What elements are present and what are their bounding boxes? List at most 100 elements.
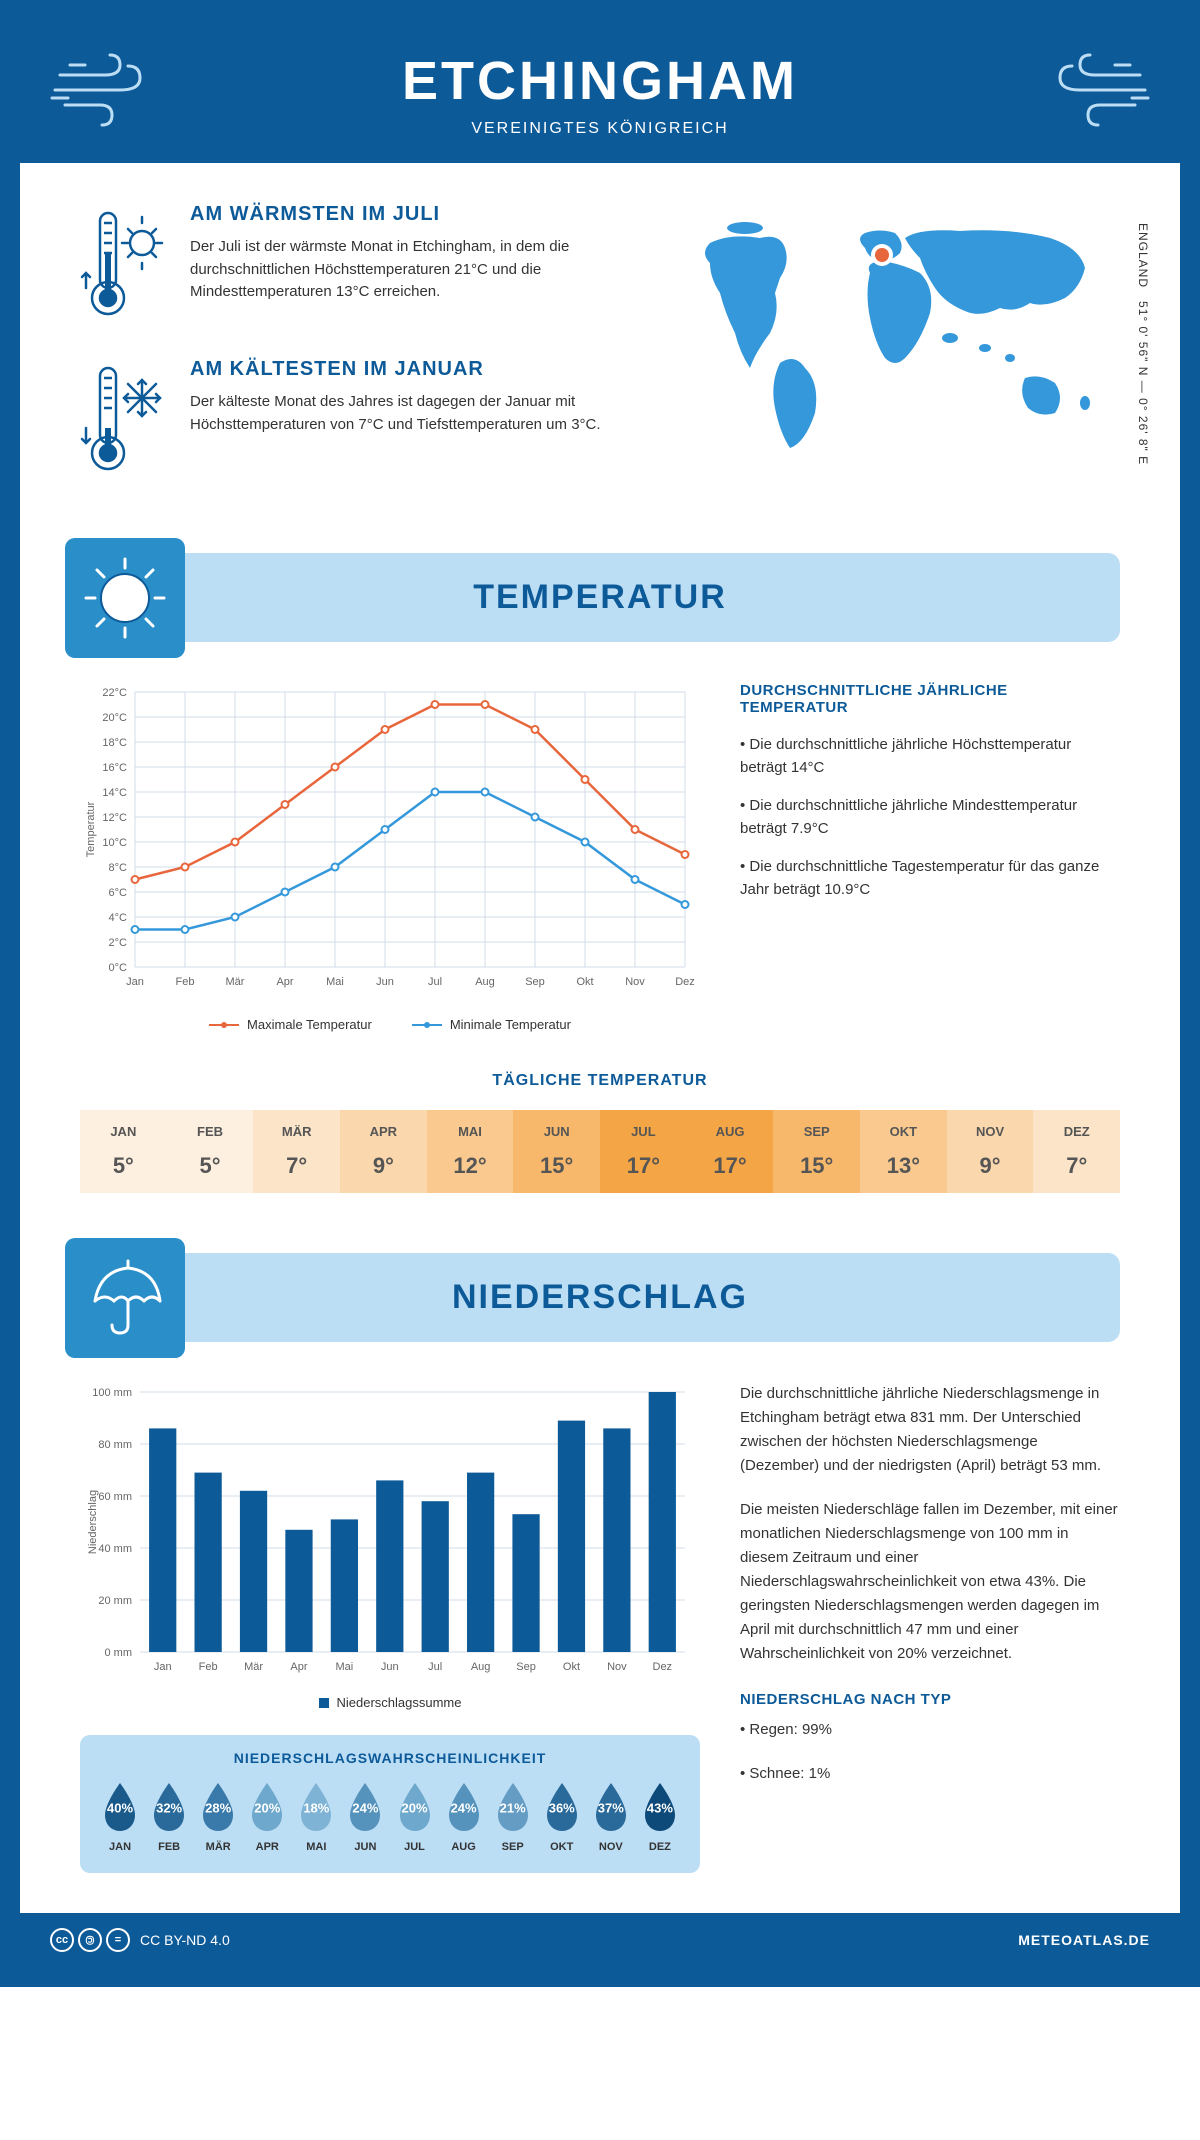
daily-temp-cell: JUL17° bbox=[600, 1110, 687, 1193]
cc-license-icons: cc 🄯 = bbox=[50, 1928, 130, 1952]
wind-icon bbox=[50, 50, 160, 130]
daily-temp-cell: MÄR7° bbox=[253, 1110, 340, 1193]
svg-text:Nov: Nov bbox=[607, 1661, 627, 1673]
probability-title: NIEDERSCHLAGSWAHRSCHEINLICHKEIT bbox=[98, 1750, 682, 1766]
probability-drop: 24%JUN bbox=[343, 1781, 387, 1853]
precip-type-heading: NIEDERSCHLAG NACH TYP bbox=[740, 1691, 1120, 1708]
precip-text: Die meisten Niederschläge fallen im Deze… bbox=[740, 1498, 1120, 1666]
daily-temp-cell: JUN15° bbox=[513, 1110, 600, 1193]
probability-drop: 28%MÄR bbox=[196, 1781, 240, 1853]
svg-text:20 mm: 20 mm bbox=[98, 1595, 132, 1607]
coldest-block: AM KÄLTESTEN IM JANUAR Der kälteste Mona… bbox=[80, 358, 620, 483]
daily-temp-cell: AUG17° bbox=[687, 1110, 774, 1193]
svg-text:100 mm: 100 mm bbox=[92, 1387, 132, 1399]
daily-temp-cell: FEB5° bbox=[167, 1110, 254, 1193]
probability-drop: 21%SEP bbox=[491, 1781, 535, 1853]
svg-text:6°C: 6°C bbox=[109, 887, 128, 899]
svg-text:Niederschlag: Niederschlag bbox=[87, 1490, 99, 1554]
daily-temp-strip: JAN5°FEB5°MÄR7°APR9°MAI12°JUN15°JUL17°AU… bbox=[80, 1110, 1120, 1193]
svg-text:Jun: Jun bbox=[376, 976, 394, 988]
precip-text: Die durchschnittliche jährliche Niedersc… bbox=[740, 1382, 1120, 1478]
probability-drop: 18%MAI bbox=[294, 1781, 338, 1853]
svg-text:Sep: Sep bbox=[525, 976, 545, 988]
temp-info-bullet: • Die durchschnittliche Tagestemperatur … bbox=[740, 856, 1120, 901]
svg-text:10°C: 10°C bbox=[102, 837, 127, 849]
temp-info-bullet: • Die durchschnittliche jährliche Höchst… bbox=[740, 734, 1120, 779]
svg-text:14°C: 14°C bbox=[102, 787, 127, 799]
thermometer-sun-icon bbox=[80, 203, 170, 323]
svg-text:Temperatur: Temperatur bbox=[85, 801, 97, 857]
precipitation-header: NIEDERSCHLAG bbox=[80, 1253, 1120, 1342]
thermometer-snow-icon bbox=[80, 358, 170, 478]
svg-text:Jan: Jan bbox=[154, 1661, 172, 1673]
intro-section: AM WÄRMSTEN IM JULI Der Juli ist der wär… bbox=[80, 203, 1120, 513]
warmest-text: Der Juli ist der wärmste Monat in Etchin… bbox=[190, 236, 620, 304]
precipitation-bar-chart: 0 mm 20 mm 40 mm 60 mm 80 mm 100 mm Niederschl… bbox=[80, 1382, 700, 1682]
bar-chart-legend: Niederschlagssumme bbox=[80, 1695, 700, 1710]
site-name: METEOATLAS.DE bbox=[1018, 1932, 1150, 1948]
coordinates: ENGLAND 51° 0' 56" N — 0° 26' 8" E bbox=[1136, 223, 1150, 465]
svg-text:Dez: Dez bbox=[675, 976, 695, 988]
svg-text:Okt: Okt bbox=[576, 976, 593, 988]
svg-text:Sep: Sep bbox=[516, 1661, 536, 1673]
probability-drop: 20%JUL bbox=[392, 1781, 436, 1853]
svg-text:40 mm: 40 mm bbox=[98, 1543, 132, 1555]
temperature-line-chart: 0°C2°C4°C6°C8°C10°C12°C14°C16°C18°C20°C2… bbox=[80, 682, 700, 1002]
daily-temp-title: TÄGLICHE TEMPERATUR bbox=[80, 1072, 1120, 1090]
line-chart-legend: Maximale TemperaturMinimale Temperatur bbox=[80, 1017, 700, 1032]
temp-info-bullet: • Die durchschnittliche jährliche Mindes… bbox=[740, 795, 1120, 840]
coldest-title: AM KÄLTESTEN IM JANUAR bbox=[190, 358, 620, 381]
page-subtitle: VEREINIGTES KÖNIGREICH bbox=[40, 120, 1160, 138]
svg-text:80 mm: 80 mm bbox=[98, 1439, 132, 1451]
svg-text:Jan: Jan bbox=[126, 976, 144, 988]
svg-text:Jun: Jun bbox=[381, 1661, 399, 1673]
probability-drop: 37%NOV bbox=[589, 1781, 633, 1853]
svg-text:Okt: Okt bbox=[563, 1661, 580, 1673]
svg-text:20°C: 20°C bbox=[102, 712, 127, 724]
probability-drop: 32%FEB bbox=[147, 1781, 191, 1853]
svg-text:Feb: Feb bbox=[199, 1661, 218, 1673]
sun-icon bbox=[80, 553, 170, 643]
svg-text:16°C: 16°C bbox=[102, 762, 127, 774]
svg-text:0 mm: 0 mm bbox=[105, 1647, 133, 1659]
svg-text:Mai: Mai bbox=[336, 1661, 354, 1673]
temperature-header: TEMPERATUR bbox=[80, 553, 1120, 642]
svg-text:Nov: Nov bbox=[625, 976, 645, 988]
precip-type-bullet: • Regen: 99% bbox=[740, 1718, 1120, 1742]
precipitation-title: NIEDERSCHLAG bbox=[110, 1278, 1090, 1317]
header: ETCHINGHAM VEREINIGTES KÖNIGREICH bbox=[20, 20, 1180, 163]
svg-text:0°C: 0°C bbox=[109, 962, 128, 974]
temp-info-heading: DURCHSCHNITTLICHE JÄHRLICHE TEMPERATUR bbox=[740, 682, 1120, 716]
svg-text:Dez: Dez bbox=[653, 1661, 673, 1673]
daily-temp-cell: SEP15° bbox=[773, 1110, 860, 1193]
svg-text:4°C: 4°C bbox=[109, 912, 128, 924]
probability-box: NIEDERSCHLAGSWAHRSCHEINLICHKEIT 40%JAN32… bbox=[80, 1735, 700, 1873]
svg-text:Apr: Apr bbox=[290, 1661, 307, 1673]
svg-text:Jul: Jul bbox=[428, 976, 442, 988]
daily-temp-cell: NOV9° bbox=[947, 1110, 1034, 1193]
warmest-block: AM WÄRMSTEN IM JULI Der Juli ist der wär… bbox=[80, 203, 620, 328]
probability-drop: 40%JAN bbox=[98, 1781, 142, 1853]
daily-temp-cell: MAI12° bbox=[427, 1110, 514, 1193]
daily-temp-cell: DEZ7° bbox=[1033, 1110, 1120, 1193]
coldest-text: Der kälteste Monat des Jahres ist dagege… bbox=[190, 391, 620, 436]
svg-text:2°C: 2°C bbox=[109, 937, 128, 949]
daily-temp-cell: OKT13° bbox=[860, 1110, 947, 1193]
warmest-title: AM WÄRMSTEN IM JULI bbox=[190, 203, 620, 226]
page-title: ETCHINGHAM bbox=[40, 50, 1160, 112]
svg-text:18°C: 18°C bbox=[102, 737, 127, 749]
svg-text:Aug: Aug bbox=[475, 976, 495, 988]
wind-icon bbox=[1040, 50, 1150, 130]
umbrella-icon bbox=[80, 1253, 170, 1343]
temperature-title: TEMPERATUR bbox=[110, 578, 1090, 617]
world-map bbox=[660, 203, 1120, 463]
precip-type-bullet: • Schnee: 1% bbox=[740, 1762, 1120, 1786]
infographic-container: ETCHINGHAM VEREINIGTES KÖNIGREICH bbox=[0, 0, 1200, 1987]
probability-drop: 20%APR bbox=[245, 1781, 289, 1853]
svg-text:Mär: Mär bbox=[244, 1661, 263, 1673]
license-label: CC BY-ND 4.0 bbox=[140, 1932, 230, 1948]
svg-text:60 mm: 60 mm bbox=[98, 1491, 132, 1503]
footer: cc 🄯 = CC BY-ND 4.0 METEOATLAS.DE bbox=[20, 1913, 1180, 1967]
svg-text:Mai: Mai bbox=[326, 976, 344, 988]
svg-text:Jul: Jul bbox=[428, 1661, 442, 1673]
